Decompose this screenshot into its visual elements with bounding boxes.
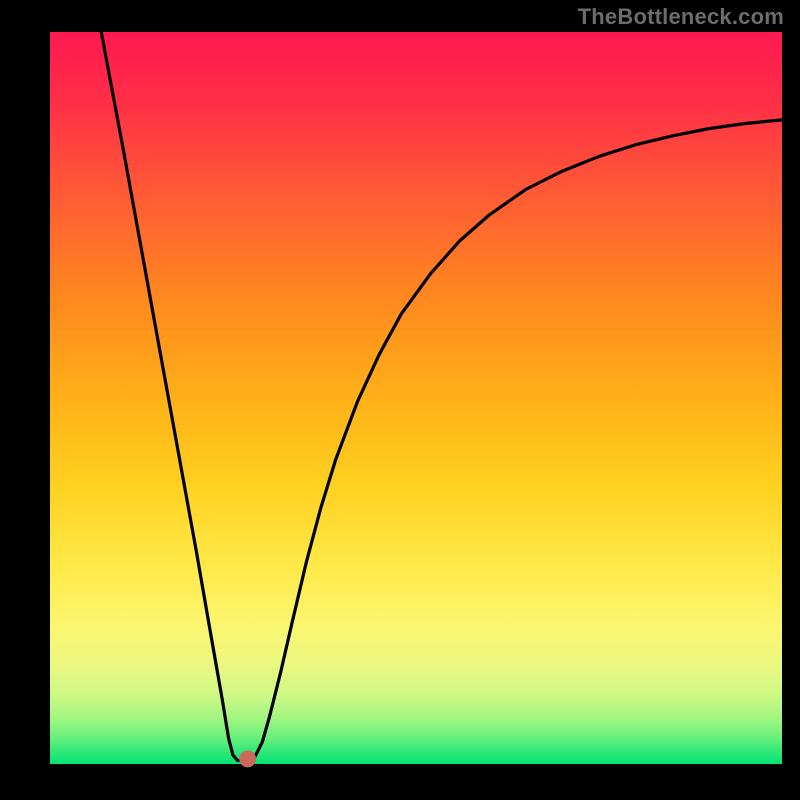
chart-container: TheBottleneck.com — [0, 0, 800, 800]
plot-background — [50, 32, 782, 764]
watermark-text: TheBottleneck.com — [578, 4, 784, 30]
bottleneck-chart — [0, 0, 800, 800]
optimum-marker — [239, 750, 256, 767]
